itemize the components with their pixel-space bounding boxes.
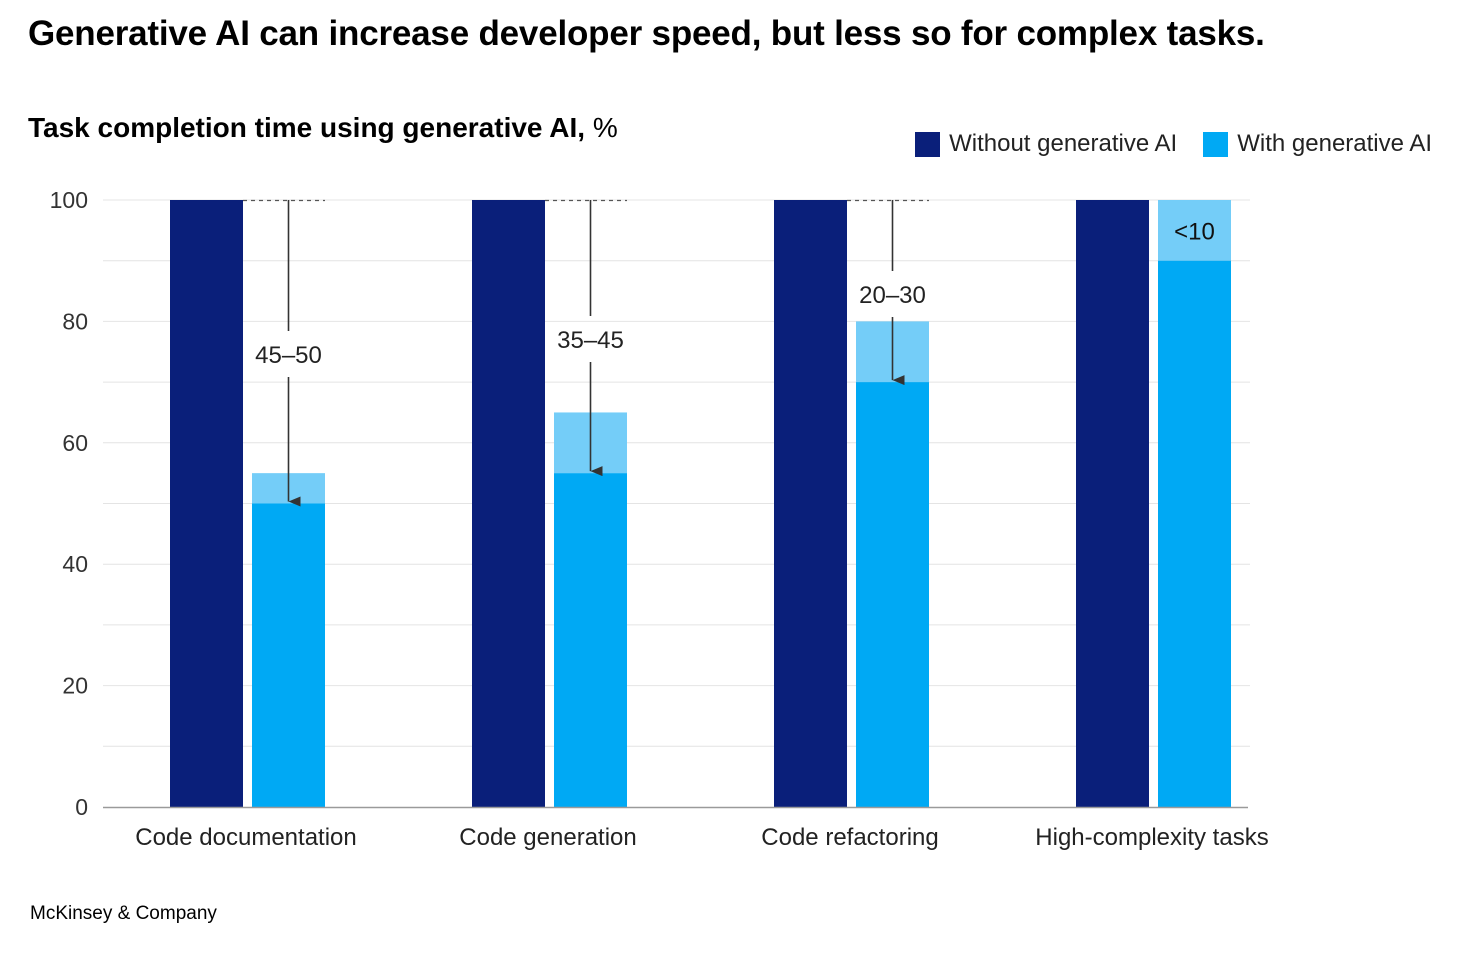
legend-item-with: With generative AI: [1203, 130, 1432, 158]
x-category-label: Code refactoring: [761, 824, 938, 851]
x-category-label: Code generation: [459, 824, 636, 851]
x-category-label: High-complexity tasks: [1035, 824, 1268, 851]
chart-subtitle: Task completion time using generative AI…: [28, 112, 618, 144]
range-label: 35–45: [557, 327, 624, 354]
bar-without-ai: [170, 200, 243, 807]
bar-without-ai: [774, 200, 847, 807]
range-label: 45–50: [255, 342, 322, 369]
y-tick-label: 80: [62, 308, 88, 334]
y-tick-label: 40: [62, 551, 88, 577]
y-tick-label: 0: [75, 794, 88, 820]
x-axis: Code documentation Code generation Code re…: [103, 806, 1269, 851]
legend-swatch-with: [1203, 131, 1229, 157]
range-label: 20–30: [859, 282, 926, 309]
y-tick-label: 100: [50, 187, 88, 213]
bar-with-ai: [252, 503, 325, 807]
y-tick-label: 20: [62, 673, 88, 699]
x-category-label: Code documentation: [135, 824, 356, 851]
bar-with-ai-range: [1158, 200, 1231, 261]
y-axis: 0 20 40 60 80 100: [50, 187, 88, 820]
subtitle-text: Task completion time using generative AI…: [28, 112, 586, 143]
range-label: <10: [1174, 218, 1215, 245]
bar-with-ai: [856, 382, 929, 807]
bar-chart: 0 20 40 60 80 100 45–50 35–45 20–30 <10 Code doc…: [50, 187, 1269, 851]
annotations: 45–50 35–45 20–30 <10: [243, 199, 1215, 507]
chart-headline: Generative AI can increase developer spe…: [28, 14, 1265, 53]
y-tick-label: 60: [62, 430, 88, 456]
bar-without-ai: [472, 200, 545, 807]
subtitle-unit: %: [592, 112, 618, 143]
chart-legend: Without generative AI With generative AI: [889, 130, 1432, 158]
bar-without-ai: [1076, 200, 1149, 807]
bar-with-ai: [1158, 260, 1231, 807]
legend-swatch-without: [915, 131, 941, 157]
legend-label-with: With generative AI: [1237, 130, 1432, 157]
legend-item-without: Without generative AI: [915, 130, 1177, 158]
bar-with-ai: [554, 473, 627, 807]
bars: [170, 200, 1231, 807]
source-credit: McKinsey & Company: [30, 903, 217, 924]
legend-label-without: Without generative AI: [949, 130, 1178, 157]
